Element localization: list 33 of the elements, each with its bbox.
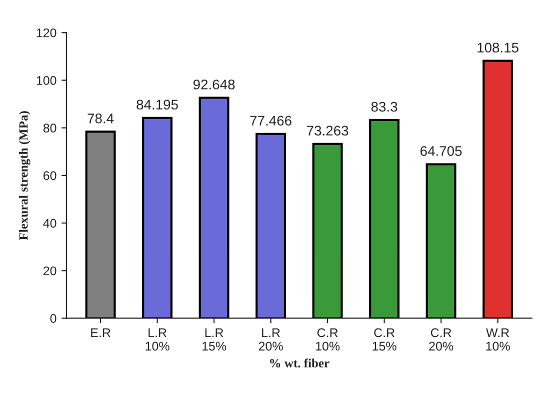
data-label: 73.263 bbox=[307, 126, 348, 136]
x-tick-label: E.R bbox=[91, 328, 110, 338]
y-axis-title: Flexural strength (MPa) bbox=[18, 111, 30, 240]
data-label: 77.466 bbox=[250, 116, 292, 126]
data-label: 78.4 bbox=[88, 114, 114, 124]
y-tick-label: 0 bbox=[50, 314, 56, 323]
x-tick-label: L.R 10% bbox=[146, 328, 170, 351]
x-axis-title: % wt. fiber bbox=[270, 358, 330, 368]
x-tick-label: C.R 15% bbox=[372, 328, 396, 351]
data-label: 83.3 bbox=[371, 102, 398, 112]
y-tick-label: 120 bbox=[36, 28, 56, 38]
y-tick-label: 20 bbox=[43, 266, 56, 276]
bar bbox=[482, 60, 514, 318]
bar bbox=[256, 132, 286, 318]
y-tick-label: 40 bbox=[43, 218, 56, 228]
y-tick-label: 80 bbox=[43, 124, 56, 132]
bar bbox=[426, 163, 456, 318]
x-tick-label: L.R 20% bbox=[258, 328, 283, 351]
x-tick-label: C.R 10% bbox=[316, 328, 340, 351]
y-tick-label: 100 bbox=[36, 76, 56, 85]
bar bbox=[142, 116, 173, 318]
bar bbox=[312, 142, 343, 318]
y-tick-label: 60 bbox=[43, 171, 56, 180]
data-label: 108.15 bbox=[478, 42, 518, 53]
x-tick-label: C.R 20% bbox=[429, 328, 454, 351]
x-tick-label: L.R 15% bbox=[202, 328, 226, 351]
bar bbox=[85, 130, 116, 318]
bar bbox=[369, 118, 400, 318]
x-tick-label: W.R 10% bbox=[486, 328, 510, 351]
data-label: 92.648 bbox=[193, 80, 235, 90]
data-label: 84.195 bbox=[136, 100, 178, 110]
bar bbox=[198, 96, 230, 318]
data-label: 64.705 bbox=[420, 146, 462, 156]
